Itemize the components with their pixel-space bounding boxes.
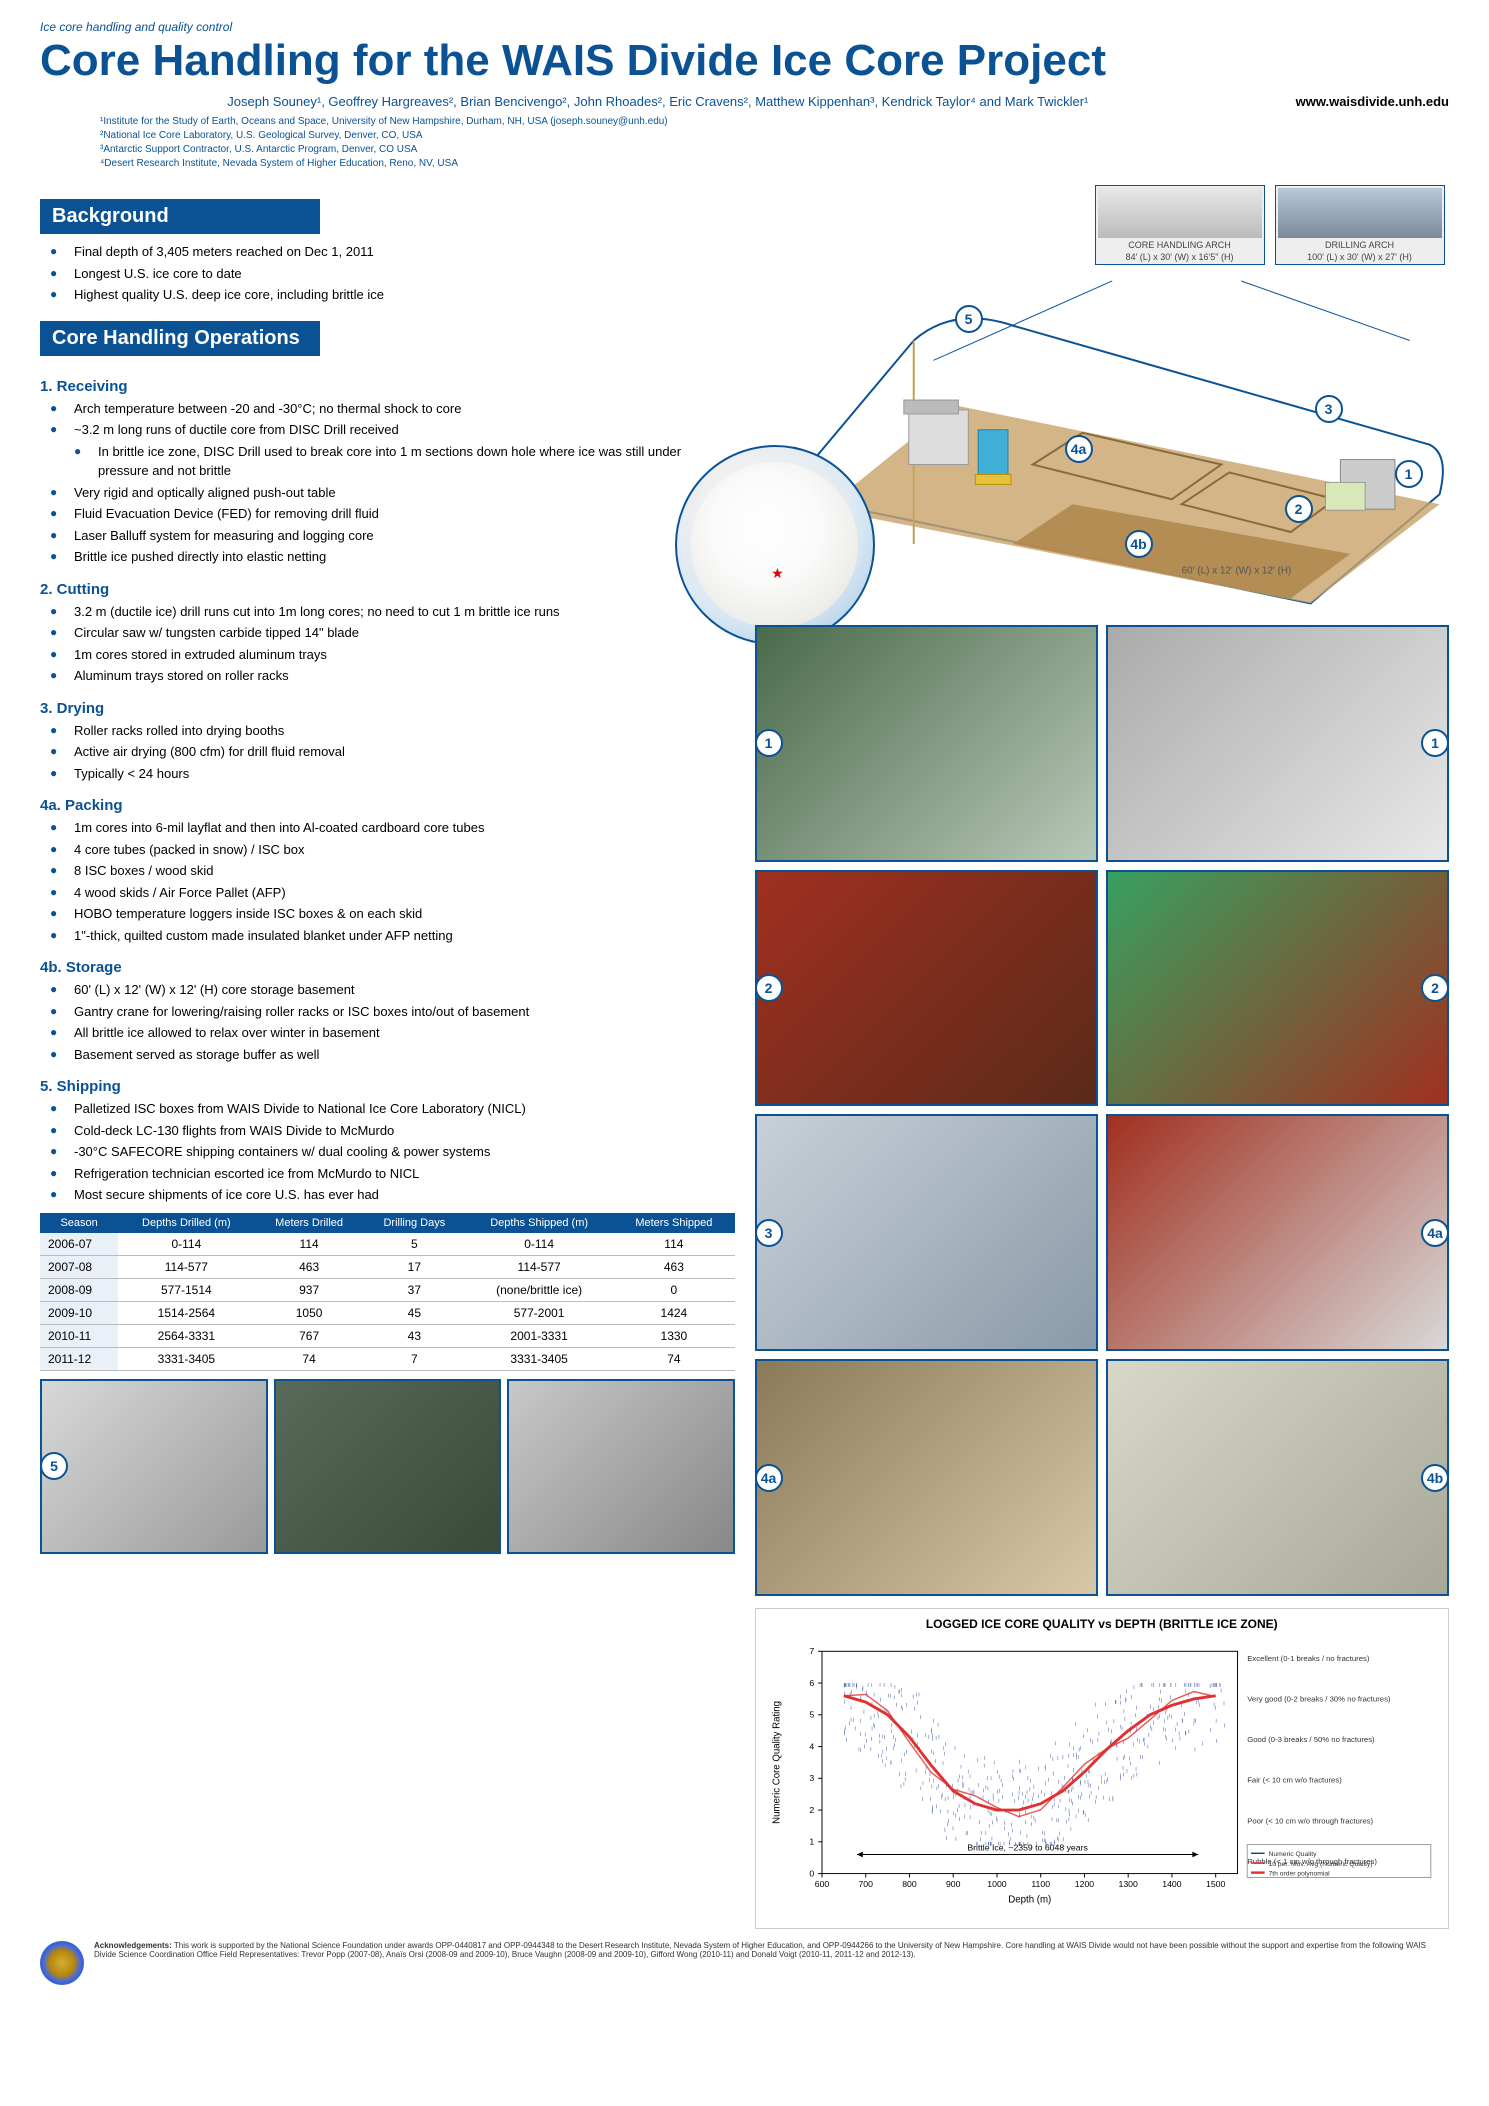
- diagram-badge-2: 2: [1285, 495, 1313, 523]
- svg-text:1300: 1300: [1118, 1879, 1137, 1889]
- acknowledgements: Acknowledgements: This work is supported…: [40, 1941, 1449, 1985]
- photo-shipping-2: [274, 1379, 502, 1554]
- nsf-logo-icon: [40, 1941, 84, 1985]
- svg-text:0: 0: [809, 1868, 814, 1878]
- svg-text:1000: 1000: [987, 1879, 1006, 1889]
- svg-text:1: 1: [809, 1837, 814, 1847]
- svg-text:1200: 1200: [1074, 1879, 1093, 1889]
- process-photo: 1: [755, 625, 1098, 862]
- section-bullets: 1m cores into 6-mil layflat and then int…: [40, 818, 735, 945]
- arch-diagram: CORE HANDLING ARCH 84' (L) x 30' (W) x 1…: [755, 185, 1450, 625]
- diagram-badge-5: 5: [955, 305, 983, 333]
- section-head: 2. Cutting: [40, 581, 735, 598]
- diagram-badge-4b: 4b: [1125, 530, 1153, 558]
- overline-text: Ice core handling and quality control: [40, 20, 1449, 34]
- affiliations-block: ¹Institute for the Study of Earth, Ocean…: [100, 115, 1449, 171]
- svg-text:Brittle Ice, ~2359 to 6048 yea: Brittle Ice, ~2359 to 6048 years: [967, 1843, 1088, 1853]
- svg-text:600: 600: [814, 1879, 829, 1889]
- svg-text:10 per. Mov. Avg (Numeric Qual: 10 per. Mov. Avg (Numeric Quality): [1268, 1861, 1372, 1868]
- diagram-badge-1: 1: [1395, 460, 1423, 488]
- svg-text:Depth (m): Depth (m): [1008, 1894, 1051, 1905]
- process-photo: 4a: [755, 1359, 1098, 1596]
- svg-text:6: 6: [809, 1678, 814, 1688]
- section-head: 5. Shipping: [40, 1078, 735, 1095]
- process-photo: 3: [755, 1114, 1098, 1351]
- svg-text:1400: 1400: [1162, 1879, 1181, 1889]
- photo-shipping-3: [507, 1379, 735, 1554]
- section-head: 1. Receiving: [40, 378, 735, 395]
- chart-svg: 600 700 800 900 1000 1100 1200 1300 1400 1500 0 1 2 3…: [764, 1635, 1441, 1915]
- svg-text:900: 900: [945, 1879, 960, 1889]
- svg-text:Very good (0-2 breaks / 30% n: Very good (0-2 breaks / 30% no fractures…: [1247, 1694, 1391, 1703]
- core-arch-photo-label: CORE HANDLING ARCH 84' (L) x 30' (W) x 1…: [1095, 185, 1265, 265]
- shipping-photos: 5: [40, 1379, 735, 1554]
- drilling-table: SeasonDepths Drilled (m)Meters DrilledDr…: [40, 1213, 735, 1371]
- section-bullets: 60' (L) x 12' (W) x 12' (H) core storage…: [40, 980, 735, 1064]
- svg-text:Fair (< 10 cm w/o fractures: Fair (< 10 cm w/o fractures): [1247, 1776, 1342, 1785]
- star-marker-icon: ★: [771, 565, 784, 582]
- process-photo: 4a: [1106, 1114, 1449, 1351]
- section-bullets: Palletized ISC boxes from WAIS Divide to…: [40, 1099, 735, 1205]
- svg-text:Excellent (0-1 breaks / no fr: Excellent (0-1 breaks / no fractures): [1247, 1654, 1370, 1663]
- section-bullets: Arch temperature between -20 and -30°C; …: [40, 399, 735, 567]
- process-photo-grid: 112234a4a4b: [755, 625, 1450, 1596]
- section-head: 4a. Packing: [40, 797, 735, 814]
- operations-header: Core Handling Operations: [40, 321, 320, 356]
- quality-chart: LOGGED ICE CORE QUALITY vs DEPTH (BRITTL…: [755, 1608, 1450, 1929]
- left-column: Background Final depth of 3,405 meters r…: [40, 185, 735, 1929]
- poster-title: Core Handling for the WAIS Divide Ice Co…: [40, 36, 1449, 86]
- svg-text:Numeric Quality: Numeric Quality: [1268, 1851, 1317, 1858]
- svg-text:3: 3: [809, 1773, 814, 1783]
- section-bullets: 3.2 m (ductile ice) drill runs cut into …: [40, 602, 735, 686]
- svg-text:Numeric Core Quality Rating: Numeric Core Quality Rating: [771, 1701, 782, 1824]
- process-photo: 2: [755, 870, 1098, 1107]
- svg-text:4: 4: [809, 1741, 814, 1751]
- section-bullets: Roller racks rolled into drying boothsAc…: [40, 721, 735, 784]
- svg-text:2: 2: [809, 1805, 814, 1815]
- process-photo: 4b: [1106, 1359, 1449, 1596]
- drilling-arch-photo-label: DRILLING ARCH 100' (L) x 30' (W) x 27' (…: [1275, 185, 1445, 265]
- svg-text:700: 700: [858, 1879, 873, 1889]
- svg-text:7th order polynomial: 7th order polynomial: [1268, 1870, 1330, 1877]
- diagram-badge-3: 3: [1315, 395, 1343, 423]
- svg-text:1100: 1100: [1031, 1879, 1050, 1889]
- photo-shipping-1: 5: [40, 1379, 268, 1554]
- section-head: 3. Drying: [40, 700, 735, 717]
- right-column: CORE HANDLING ARCH 84' (L) x 30' (W) x 1…: [755, 185, 1450, 1929]
- process-photo: 2: [1106, 870, 1449, 1107]
- svg-text:Poor (< 10 cm w/o through fr: Poor (< 10 cm w/o through fractures): [1247, 1816, 1373, 1825]
- background-list: Final depth of 3,405 meters reached on D…: [40, 242, 735, 305]
- svg-text:60' (L) x 12' (W) x 12' (H): 60' (L) x 12' (W) x 12' (H): [1181, 566, 1291, 577]
- process-photo: 1: [1106, 625, 1449, 862]
- project-url[interactable]: www.waisdivide.unh.edu: [1296, 94, 1449, 109]
- svg-text:7: 7: [809, 1646, 814, 1656]
- background-header: Background: [40, 199, 320, 234]
- antarctica-globe-icon: ★: [675, 445, 875, 645]
- svg-text:800: 800: [902, 1879, 917, 1889]
- svg-text:5: 5: [809, 1710, 814, 1720]
- authors-list: Joseph Souney¹, Geoffrey Hargreaves², Br…: [40, 94, 1276, 109]
- svg-text:1500: 1500: [1206, 1879, 1225, 1889]
- section-head: 4b. Storage: [40, 959, 735, 976]
- svg-text:Good (0-3 breaks / 50% no fra: Good (0-3 breaks / 50% no fractures): [1247, 1735, 1375, 1744]
- diagram-badge-4a: 4a: [1065, 435, 1093, 463]
